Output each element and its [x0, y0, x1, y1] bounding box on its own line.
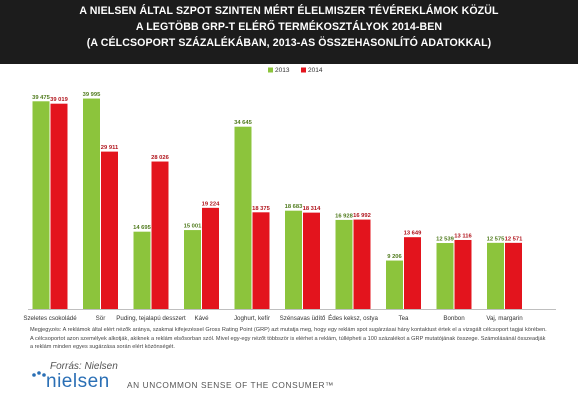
category-label-9: Bonbon — [443, 315, 465, 322]
bar-2014-7 — [353, 219, 371, 309]
title-line-3: (A CÉLCSOPORT SZÁZALÉKÁBAN, 2013-AS ÖSSZ… — [86, 37, 492, 49]
bar-2014-1 — [50, 103, 68, 310]
data-label-2013-3: 14 695 — [133, 225, 152, 231]
data-label-2014-2: 29 911 — [101, 145, 119, 151]
bar-2013-5 — [234, 126, 252, 309]
title-banner: A NIELSEN ÁLTAL SZPOT SZINTEN MÉRT ÉLELM… — [0, 0, 578, 64]
data-label-2013-5: 34 645 — [234, 120, 253, 126]
data-label-2013-4: 15 001 — [184, 224, 203, 230]
data-label-2013-1: 39 475 — [32, 95, 51, 101]
nielsen-mark-icon — [32, 371, 46, 377]
bar-2013-6 — [285, 210, 302, 309]
bar-2014-10 — [505, 242, 522, 309]
bar-2013-10 — [487, 242, 504, 309]
nielsen-wordmark: nielsen — [46, 371, 110, 392]
category-label-6: Szénsavas üdítő — [280, 315, 326, 322]
data-label-2013-7: 16 928 — [335, 213, 354, 219]
category-label-8: Tea — [399, 315, 410, 322]
data-label-2013-2: 39 995 — [83, 92, 102, 98]
legend-swatch-2014 — [301, 67, 306, 73]
bar-2013-7 — [335, 219, 353, 309]
category-label-5: Joghurt, kefír — [234, 315, 270, 322]
data-label-2014-7: 16 992 — [353, 213, 371, 219]
bar-2014-6 — [303, 212, 320, 309]
bar-2013-4 — [184, 230, 201, 309]
bar-2013-3 — [133, 231, 151, 309]
category-label-2: Sör — [96, 315, 106, 322]
data-label-2014-10: 12 571 — [505, 236, 524, 242]
tagline: AN UNCOMMON SENSE OF THE CONSUMER™ — [127, 380, 334, 390]
source-label: Forrás: Nielsen — [50, 361, 118, 372]
category-label-4: Kávé — [194, 315, 209, 322]
bar-2014-8 — [404, 237, 421, 309]
data-label-2014-5: 18 375 — [252, 206, 271, 212]
bar-chart: 2013 2014 39 475 39 019 Szeletes csokoládé 39… — [23, 67, 556, 322]
data-label-2014-4: 19 224 — [202, 201, 221, 207]
bar-2014-3 — [151, 161, 169, 309]
bar-2013-8 — [386, 260, 403, 309]
data-label-2014-8: 13 649 — [404, 231, 423, 237]
data-label-2013-10: 12 575 — [487, 236, 506, 242]
data-label-2013-9: 12 539 — [436, 237, 455, 243]
data-label-2014-1: 39 019 — [50, 97, 69, 103]
category-label-3: Puding, tejalapú desszert — [116, 315, 186, 322]
legend-swatch-2013 — [268, 67, 273, 73]
bar-2014-2 — [101, 151, 118, 309]
footnote: Megjegyzés: A reklámok által elért nézők… — [30, 327, 547, 351]
bar-2014-9 — [454, 239, 472, 309]
title-line-2: A LEGTÖBB GRP-T ELÉRŐ TERMÉKOSZTÁLYOK 20… — [135, 21, 443, 33]
data-label-2013-6: 18 683 — [285, 204, 304, 210]
data-label-2014-3: 28 026 — [151, 155, 170, 161]
data-label-2014-6: 18 314 — [303, 206, 322, 212]
legend-label-2014: 2014 — [308, 67, 323, 74]
data-label-2014-9: 13 116 — [454, 233, 472, 239]
category-label-1: Szeletes csokoládé — [23, 315, 77, 322]
bar-2013-2 — [83, 98, 100, 310]
category-label-7: Édes keksz, ostya — [328, 315, 378, 322]
bar-2013-9 — [436, 243, 454, 309]
legend-label-2013: 2013 — [275, 67, 290, 74]
bar-2014-4 — [202, 207, 219, 309]
category-label-10: Vaj, margarin — [486, 315, 523, 322]
nielsen-logo: nielsen — [30, 369, 109, 398]
data-label-2013-8: 9 206 — [387, 254, 402, 260]
title-line-1: A NIELSEN ÁLTAL SZPOT SZINTEN MÉRT ÉLELM… — [79, 5, 499, 17]
bar-2013-1 — [32, 101, 50, 309]
bar-2014-5 — [252, 212, 270, 309]
